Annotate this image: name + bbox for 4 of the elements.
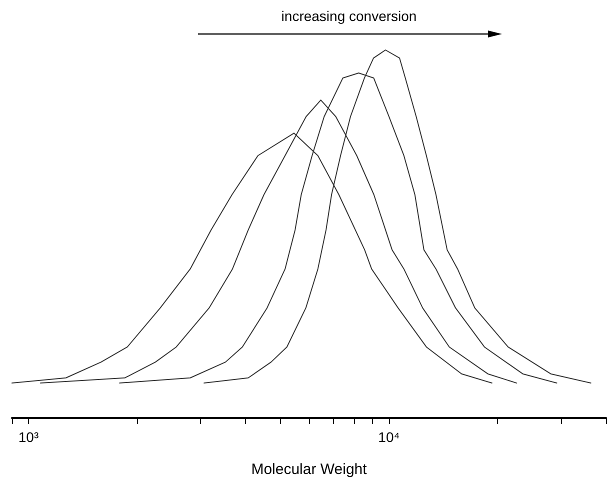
x-tick-label: 10³ [18,429,39,445]
text: increasing conversion [280,8,418,24]
x-tick-label: 10⁴ [378,429,400,445]
x-axis-title: Molecular Weight [251,461,368,478]
